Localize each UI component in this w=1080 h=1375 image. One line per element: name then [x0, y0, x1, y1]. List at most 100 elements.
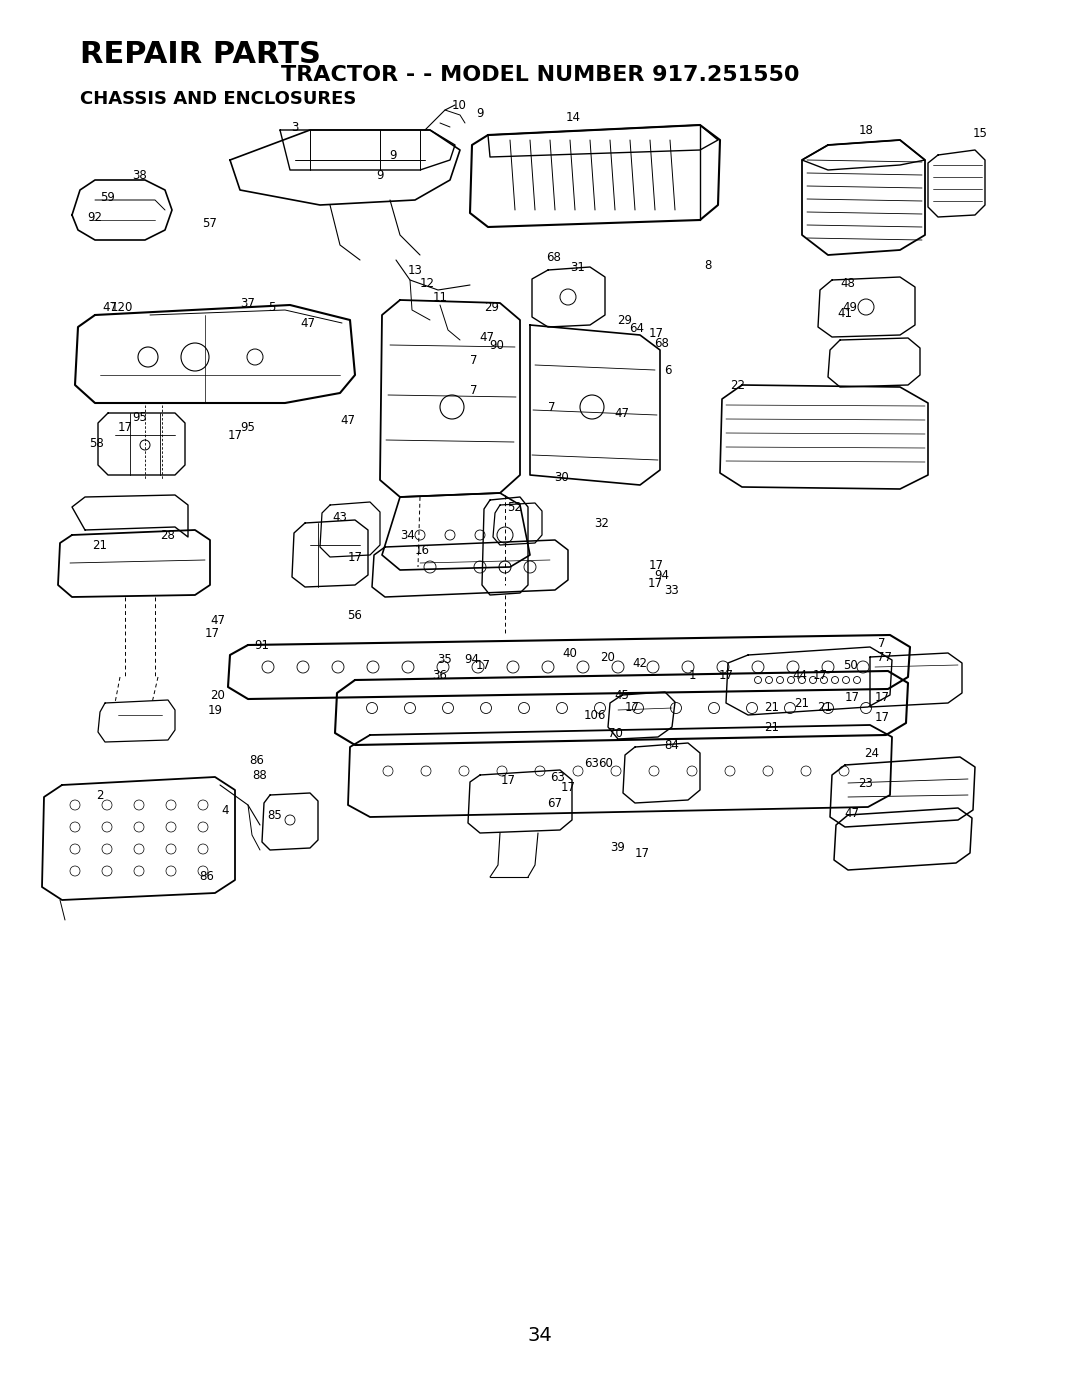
Text: 33: 33	[664, 583, 679, 597]
Text: 84: 84	[664, 738, 679, 752]
Text: 47: 47	[300, 316, 315, 330]
Text: 1: 1	[688, 668, 696, 682]
Text: 29: 29	[485, 301, 499, 314]
Text: 44: 44	[793, 668, 808, 682]
Text: 88: 88	[253, 769, 268, 781]
Text: 15: 15	[973, 126, 987, 139]
Text: 52: 52	[508, 500, 523, 513]
Text: 40: 40	[563, 646, 578, 660]
Text: 5: 5	[268, 301, 275, 314]
Text: TRACTOR - - MODEL NUMBER 917.251550: TRACTOR - - MODEL NUMBER 917.251550	[281, 65, 799, 85]
Text: 32: 32	[595, 517, 609, 529]
Text: 17: 17	[845, 690, 860, 704]
Text: 24: 24	[864, 747, 879, 759]
Text: 85: 85	[268, 808, 282, 821]
Text: 29: 29	[618, 314, 633, 326]
Text: 17: 17	[561, 781, 576, 793]
Text: 7: 7	[470, 384, 477, 396]
Text: 4: 4	[221, 803, 229, 817]
Text: 63: 63	[584, 756, 599, 770]
Text: 86: 86	[249, 754, 265, 766]
Text: 43: 43	[333, 510, 348, 524]
Text: 48: 48	[840, 276, 855, 290]
Text: 7: 7	[470, 353, 477, 367]
Text: 17: 17	[648, 576, 662, 590]
Text: 17: 17	[348, 550, 363, 564]
Text: 56: 56	[348, 609, 363, 622]
Text: 10: 10	[451, 99, 467, 111]
Text: 12: 12	[419, 276, 434, 290]
Text: 17: 17	[204, 627, 219, 639]
Text: 106: 106	[584, 708, 606, 722]
Text: 67: 67	[548, 796, 563, 810]
Text: 9: 9	[476, 106, 484, 120]
Text: 21: 21	[765, 700, 780, 714]
Text: 14: 14	[566, 110, 581, 124]
Text: 77: 77	[877, 650, 892, 664]
Text: 17: 17	[475, 659, 490, 671]
Text: 39: 39	[610, 840, 625, 854]
Text: 36: 36	[433, 668, 447, 682]
Text: 28: 28	[161, 528, 175, 542]
Text: 31: 31	[570, 260, 585, 274]
Text: 17: 17	[648, 326, 663, 340]
Text: 19: 19	[207, 704, 222, 716]
Text: 23: 23	[859, 777, 874, 789]
Text: 17: 17	[635, 847, 649, 859]
Text: 17: 17	[875, 711, 890, 723]
Text: 17: 17	[875, 690, 890, 704]
Text: 94: 94	[464, 653, 480, 666]
Text: 47: 47	[615, 407, 630, 419]
Text: 120: 120	[111, 301, 133, 314]
Text: 68: 68	[546, 250, 562, 264]
Text: 49: 49	[842, 301, 858, 314]
Text: 7: 7	[549, 400, 556, 414]
Text: 63: 63	[551, 770, 566, 784]
Text: 47: 47	[845, 807, 860, 820]
Text: 16: 16	[415, 543, 430, 557]
Text: 86: 86	[200, 870, 215, 884]
Text: 17: 17	[228, 429, 243, 441]
Text: 17: 17	[718, 668, 733, 682]
Text: 17: 17	[812, 668, 827, 682]
Text: 47: 47	[103, 301, 118, 314]
Text: 17: 17	[500, 774, 515, 786]
Text: 95: 95	[241, 421, 256, 433]
Text: 21: 21	[765, 720, 780, 733]
Text: 13: 13	[407, 264, 422, 276]
Text: 70: 70	[608, 726, 622, 740]
Text: 11: 11	[432, 290, 447, 304]
Text: 22: 22	[730, 378, 745, 392]
Text: 34: 34	[528, 1326, 552, 1345]
Text: 34: 34	[401, 528, 416, 542]
Text: 7: 7	[878, 637, 886, 649]
Text: 38: 38	[133, 169, 147, 182]
Text: 37: 37	[241, 297, 256, 309]
Text: 17: 17	[648, 558, 663, 572]
Text: 64: 64	[630, 322, 645, 334]
Text: 9: 9	[376, 169, 383, 182]
Text: 95: 95	[133, 411, 148, 424]
Text: 50: 50	[842, 659, 858, 671]
Text: 6: 6	[664, 363, 672, 377]
Text: 45: 45	[615, 689, 630, 701]
Text: 58: 58	[89, 436, 104, 450]
Text: 47: 47	[480, 330, 495, 344]
Text: 21: 21	[795, 697, 810, 710]
Text: 17: 17	[118, 421, 133, 433]
Text: CHASSIS AND ENCLOSURES: CHASSIS AND ENCLOSURES	[80, 89, 356, 109]
Text: 41: 41	[837, 307, 852, 319]
Text: 2: 2	[96, 788, 104, 802]
Text: 20: 20	[211, 689, 226, 701]
Text: 20: 20	[600, 650, 616, 664]
Text: 8: 8	[704, 258, 712, 271]
Text: 47: 47	[340, 414, 355, 426]
Text: 92: 92	[87, 210, 103, 224]
Text: 42: 42	[633, 656, 648, 670]
Text: 18: 18	[859, 124, 874, 136]
Text: 35: 35	[437, 653, 453, 666]
Text: 68: 68	[654, 337, 670, 349]
Text: 59: 59	[100, 191, 116, 204]
Text: 90: 90	[489, 338, 504, 352]
Text: 9: 9	[389, 148, 396, 161]
